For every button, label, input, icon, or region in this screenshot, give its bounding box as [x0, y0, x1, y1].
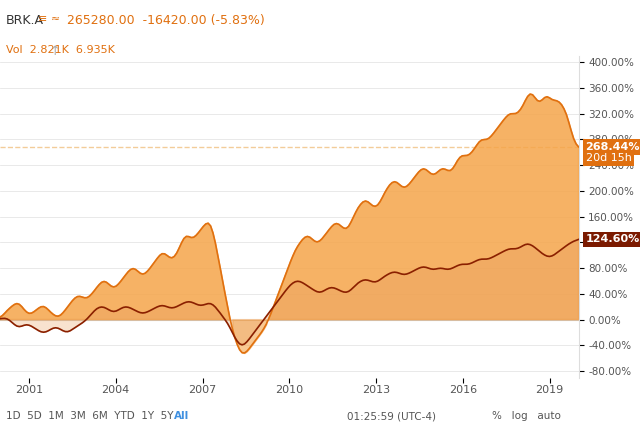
Text: ↑: ↑	[49, 45, 60, 57]
Text: 124.60%: 124.60%	[586, 234, 640, 245]
Text: 2010: 2010	[275, 385, 303, 395]
Text: 20d 15h: 20d 15h	[586, 154, 632, 163]
Text: 2001: 2001	[15, 385, 43, 395]
Text: %   log   auto: % log auto	[492, 411, 561, 421]
Text: 01:25:59 (UTC-4): 01:25:59 (UTC-4)	[347, 411, 436, 421]
Text: BRK.A: BRK.A	[6, 14, 44, 27]
Text: 268.44%: 268.44%	[586, 142, 640, 152]
Text: 2019: 2019	[536, 385, 564, 395]
Text: 2016: 2016	[449, 385, 477, 395]
Text: 265280.00  -16420.00 (-5.83%): 265280.00 -16420.00 (-5.83%)	[67, 14, 264, 27]
Text: All: All	[173, 411, 189, 421]
Text: 2007: 2007	[188, 385, 216, 395]
Text: 2004: 2004	[102, 385, 130, 395]
Text: ≡ ≈: ≡ ≈	[38, 14, 60, 24]
Text: 1D  5D  1M  3M  6M  YTD  1Y  5Y: 1D 5D 1M 3M 6M YTD 1Y 5Y	[6, 411, 173, 421]
Text: Vol  2.821K  6.935K: Vol 2.821K 6.935K	[6, 45, 115, 54]
Text: 2013: 2013	[362, 385, 390, 395]
Text: SPY, CBOE BZX  292.44: SPY, CBOE BZX 292.44	[6, 73, 144, 85]
